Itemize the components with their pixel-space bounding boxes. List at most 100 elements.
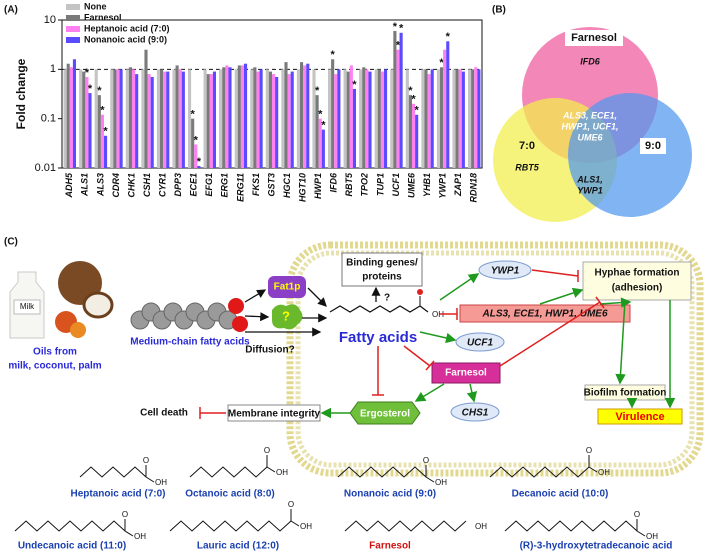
venn-labels: Farnesol 7:0 9:0 IFD6 RBT5 ALS3, ECE1,HWP1, U… (515, 30, 666, 195)
label-box (640, 138, 666, 154)
bar (250, 69, 254, 168)
decoration (499, 296, 605, 367)
bar (79, 69, 83, 168)
genes-text: ALS3, ECE1, HWP1, UME6 (481, 309, 607, 320)
oxygen (417, 289, 423, 295)
milk-label (13, 299, 41, 315)
significance-mark: * (321, 120, 326, 132)
x-tick-label: ERG1 (220, 173, 230, 198)
bar (281, 69, 285, 168)
inhibition-lines (199, 269, 605, 419)
x-tick-label: TPO2 (360, 173, 370, 197)
bar (69, 67, 73, 168)
bar (253, 67, 257, 168)
bond (145, 476, 155, 483)
farnesol-text: Farnesol (445, 368, 487, 379)
bar (380, 71, 384, 168)
decoration (539, 287, 584, 305)
bar (405, 69, 409, 168)
chain (337, 466, 427, 478)
bar (188, 69, 192, 168)
mcfa-text: Medium-chain fatty acids (130, 337, 250, 348)
bar (415, 114, 419, 168)
bar (197, 165, 201, 168)
structure-name: Octanoic acid (8:0) (185, 489, 274, 500)
structure-name: Undecanoic acid (11:0) (18, 541, 126, 552)
x-tick-label: ZAP1 (453, 173, 463, 197)
decoration (615, 299, 626, 385)
y-tick-label: 0.01 (35, 162, 56, 174)
bond (588, 466, 598, 473)
chain (504, 520, 638, 532)
bar (178, 69, 182, 168)
panel-label: (A) (4, 5, 18, 16)
chain (189, 466, 268, 478)
decoration (419, 331, 457, 344)
bar (265, 69, 269, 168)
region-gene: HWP1, UCF1, (561, 121, 618, 131)
bar (315, 95, 319, 168)
bond (124, 530, 134, 537)
atom (232, 316, 248, 332)
bar (321, 129, 325, 168)
fat1p (268, 276, 306, 298)
ywp1-node (478, 260, 532, 280)
fatty-acids-text: Fatty acids (339, 329, 417, 346)
bar (150, 76, 154, 168)
chain (489, 466, 590, 478)
oils-text: milk, coconut, palm (8, 361, 101, 372)
bar (477, 69, 481, 168)
bar (209, 74, 213, 168)
bar (141, 69, 145, 168)
significance-mark: * (408, 85, 413, 97)
set-label: Farnesol (571, 32, 617, 44)
atom-label: OH (134, 532, 146, 541)
farnesol-box (431, 362, 501, 384)
bar (206, 74, 210, 168)
atom-label: O (122, 510, 128, 519)
bar (284, 62, 288, 168)
panel-label: (C) (4, 237, 18, 248)
membrane-text: Membrane integrity (228, 409, 321, 420)
atom-label: OH (276, 468, 288, 477)
chs1-node (450, 402, 500, 422)
bar (104, 135, 108, 168)
significance-mark: * (415, 105, 420, 117)
cell-death-text: Cell death (140, 408, 188, 419)
atom-label: OH (300, 522, 312, 531)
binding-text: Binding genes/ (346, 258, 418, 269)
decoration (244, 312, 270, 322)
region-gene: IFD6 (580, 56, 600, 66)
atom-label: OH (435, 478, 447, 487)
bar (461, 71, 465, 168)
decoration (307, 287, 327, 307)
atom-label: OH (598, 468, 610, 477)
decoration (403, 345, 435, 371)
legend-swatch (66, 26, 80, 32)
legend-label: Heptanoic acid (7:0) (84, 23, 170, 33)
ucf1-text: UCF1 (467, 338, 494, 349)
significance-mark: * (399, 23, 404, 35)
bar (72, 59, 76, 168)
structure-name: Decanoic acid (10:0) (512, 489, 609, 500)
y-tick-label: 0.1 (41, 113, 56, 125)
set-label: 9:0 (645, 140, 661, 152)
unknown-text: ? (384, 293, 390, 304)
bar (119, 69, 123, 168)
atom-label: OH (475, 522, 487, 531)
bar (343, 69, 347, 168)
x-tick-label: EFG1 (204, 173, 214, 197)
bar (474, 67, 478, 168)
bar (191, 118, 195, 168)
venn-set (568, 93, 692, 217)
bar (359, 69, 363, 168)
ergosterol-node (349, 401, 421, 425)
x-tick-label: RBT5 (344, 172, 354, 196)
atom-label: O (423, 456, 429, 465)
legend-label: Nonanoic acid (9:0) (84, 34, 167, 44)
bar (94, 69, 98, 168)
structures: O OH Heptanoic acid (7:0) O OH Octanoic acid … (14, 446, 672, 552)
bar (144, 49, 148, 168)
bar (436, 69, 440, 168)
decoration (372, 346, 384, 396)
